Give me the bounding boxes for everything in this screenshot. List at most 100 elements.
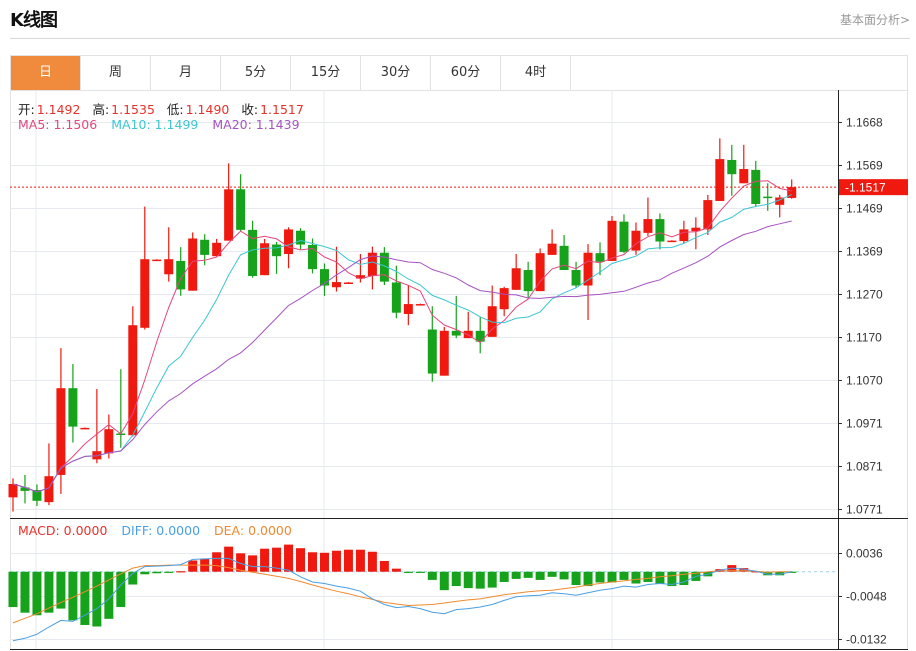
candle [367, 246, 377, 290]
macd-bar [655, 571, 665, 584]
candle [571, 261, 581, 289]
candle [128, 306, 138, 437]
candle [619, 214, 629, 254]
macd-bar [152, 571, 162, 574]
candle-body [691, 227, 701, 232]
candle-body [308, 244, 317, 270]
candle [20, 474, 30, 504]
y-tick-label: 1.0871 [846, 460, 883, 474]
candle-body [619, 221, 629, 252]
tab-15min[interactable]: 15分 [291, 56, 361, 90]
macd-bar [176, 571, 186, 573]
candle [643, 197, 653, 236]
candle-body [595, 253, 605, 262]
candle-body [523, 269, 533, 292]
candle-body [511, 268, 521, 290]
candle [739, 144, 749, 184]
candle-body [355, 275, 365, 279]
tab-4hour[interactable]: 4时 [501, 56, 571, 90]
macd-bar [224, 546, 234, 572]
period-tabs: 日 周 月 5分 15分 30分 60分 4时 [10, 55, 908, 90]
candle [691, 217, 701, 250]
dea-value: DEA: 0.0000 [214, 523, 292, 538]
macd-bar [499, 571, 509, 582]
tab-week[interactable]: 周 [81, 56, 151, 90]
candle-body [8, 483, 18, 498]
candle-body [535, 253, 545, 292]
macd-bar [319, 552, 329, 572]
candle-body [679, 229, 689, 242]
candle-body [236, 189, 246, 230]
tab-60min[interactable]: 60分 [431, 56, 501, 90]
macd-bar [331, 550, 341, 572]
candle-body [164, 259, 174, 275]
candle-body [427, 329, 437, 374]
fundamental-analysis-link[interactable]: 基本面分析> [839, 13, 910, 27]
candle-body [655, 219, 665, 242]
y-tick-label: 1.1668 [846, 116, 883, 130]
candle-body [607, 220, 617, 261]
candle [535, 248, 545, 292]
candle-body [775, 197, 785, 205]
current-price-label: -1.1517 [845, 181, 886, 195]
candle-body [128, 325, 138, 436]
y-tick-label: 1.1369 [846, 245, 883, 259]
candle [44, 443, 54, 506]
close-label: 收: [241, 102, 259, 117]
macd-bar [68, 571, 78, 621]
candle [80, 427, 90, 430]
candle-body [200, 239, 210, 255]
candle-body [559, 245, 569, 270]
macd-bar [415, 571, 425, 573]
close-value: 1.1517 [260, 102, 304, 117]
candle-body [451, 330, 461, 336]
macd-bar [379, 560, 389, 572]
tab-30min[interactable]: 30分 [361, 56, 431, 90]
macd-bar [116, 571, 126, 608]
macd-bar [128, 571, 138, 585]
tab-month[interactable]: 月 [151, 56, 221, 90]
macd-bar [763, 571, 773, 576]
candle [463, 311, 473, 339]
candle [547, 229, 557, 255]
high-label: 高: [92, 102, 110, 117]
candle-body [248, 229, 258, 277]
divider [10, 38, 910, 39]
ma-readout: MA5: 1.1506 MA10: 1.1499 MA20: 1.1439 [18, 117, 302, 132]
y-tick-label: 1.1469 [846, 202, 883, 216]
macd-bar [475, 571, 485, 589]
candle [499, 286, 509, 317]
macd-bar [751, 571, 761, 573]
candle [751, 160, 761, 207]
candle [224, 163, 234, 241]
tab-day[interactable]: 日 [11, 56, 81, 90]
candle-body [739, 169, 749, 184]
tab-5min[interactable]: 5分 [221, 56, 291, 90]
candle [319, 263, 329, 296]
candle-body [391, 282, 401, 313]
candle [164, 227, 174, 282]
candle [559, 235, 569, 270]
macd-bar [367, 551, 377, 572]
macd-y-tick-label: 0.0036 [846, 547, 883, 561]
macd-bar [296, 548, 306, 572]
candle [8, 478, 18, 512]
candle-body [499, 288, 509, 310]
macd-bar [8, 571, 18, 608]
macd-bar [679, 571, 689, 586]
candle-body [667, 240, 677, 243]
macd-y-tick-label: -0.0132 [846, 633, 887, 647]
candle-body [475, 330, 485, 342]
macd-bar [20, 571, 30, 613]
candle-body [32, 490, 42, 501]
candle [32, 484, 42, 506]
y-tick-label: 1.1569 [846, 159, 883, 173]
macd-bar [607, 571, 617, 583]
macd-bar [739, 568, 749, 572]
candle [260, 238, 270, 276]
candle-body [547, 243, 557, 255]
macd-value: MACD: 0.0000 [18, 523, 108, 538]
macd-bar [92, 571, 102, 627]
candle [284, 227, 294, 269]
